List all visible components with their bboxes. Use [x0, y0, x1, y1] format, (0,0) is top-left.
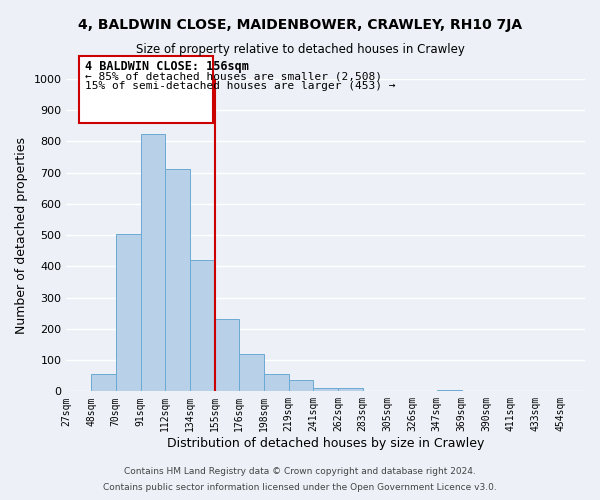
X-axis label: Distribution of detached houses by size in Crawley: Distribution of detached houses by size … [167, 437, 484, 450]
Bar [313, 388, 338, 392]
Bar [215, 318, 239, 392]
Bar [91, 374, 116, 392]
Text: 15% of semi-detached houses are larger (453) →: 15% of semi-detached houses are larger (… [85, 82, 395, 92]
Bar [239, 354, 264, 392]
Text: 4 BALDWIN CLOSE: 156sqm: 4 BALDWIN CLOSE: 156sqm [85, 60, 249, 74]
Bar [264, 374, 289, 392]
Text: Size of property relative to detached houses in Crawley: Size of property relative to detached ho… [136, 42, 464, 56]
Bar [140, 134, 165, 392]
Bar [289, 380, 313, 392]
Bar [190, 260, 215, 392]
Text: Contains HM Land Registry data © Crown copyright and database right 2024.: Contains HM Land Registry data © Crown c… [124, 467, 476, 476]
Bar [338, 388, 363, 392]
Y-axis label: Number of detached properties: Number of detached properties [15, 136, 28, 334]
Bar [437, 390, 461, 392]
Bar [165, 168, 190, 392]
Text: 4, BALDWIN CLOSE, MAIDENBOWER, CRAWLEY, RH10 7JA: 4, BALDWIN CLOSE, MAIDENBOWER, CRAWLEY, … [78, 18, 522, 32]
FancyBboxPatch shape [79, 56, 214, 122]
Text: ← 85% of detached houses are smaller (2,508): ← 85% of detached houses are smaller (2,… [85, 71, 382, 81]
Bar [116, 234, 140, 392]
Text: Contains public sector information licensed under the Open Government Licence v3: Contains public sector information licen… [103, 484, 497, 492]
